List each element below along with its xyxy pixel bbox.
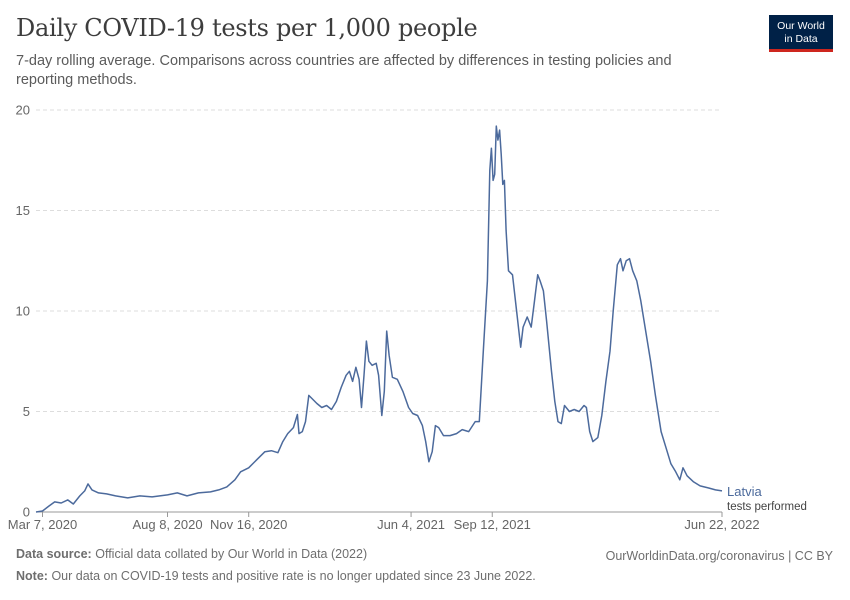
y-tick-label: 10 xyxy=(16,304,30,319)
x-tick-label: Mar 7, 2020 xyxy=(8,517,77,532)
series-sublabel: tests performed xyxy=(727,501,807,513)
series-lines xyxy=(35,125,723,513)
y-tick-label: 15 xyxy=(16,203,30,218)
logo-line-1: Our World xyxy=(777,20,825,32)
x-tick-label: Aug 8, 2020 xyxy=(132,517,202,532)
y-tick-label: 20 xyxy=(16,103,30,118)
series-labels: Latvia tests performed xyxy=(727,484,807,513)
logo-line-2: in Data xyxy=(784,32,818,45)
series-line-latvia xyxy=(35,125,723,513)
source-line: Data source: Official data collated by O… xyxy=(16,547,367,561)
x-tick-label: Jun 22, 2022 xyxy=(684,517,759,532)
source-url-link[interactable]: OurWorldinData.org/coronavirus | CC BY xyxy=(605,549,833,563)
chart-subtitle: 7-day rolling average. Comparisons acros… xyxy=(16,53,672,88)
owid-logo[interactable]: Our World in Data xyxy=(769,15,833,52)
note-label: Note: xyxy=(16,569,48,583)
note-line: Note: Our data on COVID-19 tests and pos… xyxy=(16,569,536,583)
series-label: Latvia xyxy=(727,484,762,499)
source-label: Data source: xyxy=(16,547,92,561)
y-tick-label: 0 xyxy=(23,505,30,520)
x-tick-label: Nov 16, 2020 xyxy=(210,517,287,532)
x-tick-label: Jun 4, 2021 xyxy=(377,517,445,532)
x-tick-label: Sep 12, 2021 xyxy=(454,517,531,532)
x-axis: Mar 7, 2020 Aug 8, 2020 Nov 16, 2020 Jun 4,… xyxy=(8,511,760,532)
y-axis-labels: 0 5 10 15 20 xyxy=(16,103,30,520)
source-text: Official data collated by Our World in D… xyxy=(95,547,368,561)
note-text: Our data on COVID-19 tests and positive … xyxy=(51,569,536,583)
grid-lines xyxy=(36,109,722,412)
y-tick-label: 5 xyxy=(23,404,30,419)
chart-title: Daily COVID-19 tests per 1,000 people xyxy=(16,14,478,42)
